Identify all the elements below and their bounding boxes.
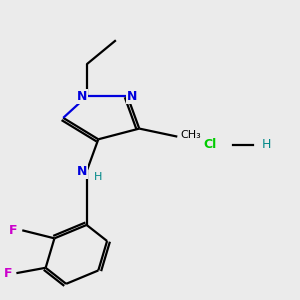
Text: N: N bbox=[77, 90, 87, 103]
Text: N: N bbox=[127, 90, 137, 103]
Text: H: H bbox=[262, 138, 272, 151]
Text: F: F bbox=[3, 267, 12, 280]
Text: CH₃: CH₃ bbox=[180, 130, 201, 140]
Text: N: N bbox=[77, 165, 87, 178]
Text: Cl: Cl bbox=[204, 138, 217, 151]
Text: H: H bbox=[94, 172, 102, 182]
Text: F: F bbox=[9, 224, 18, 237]
